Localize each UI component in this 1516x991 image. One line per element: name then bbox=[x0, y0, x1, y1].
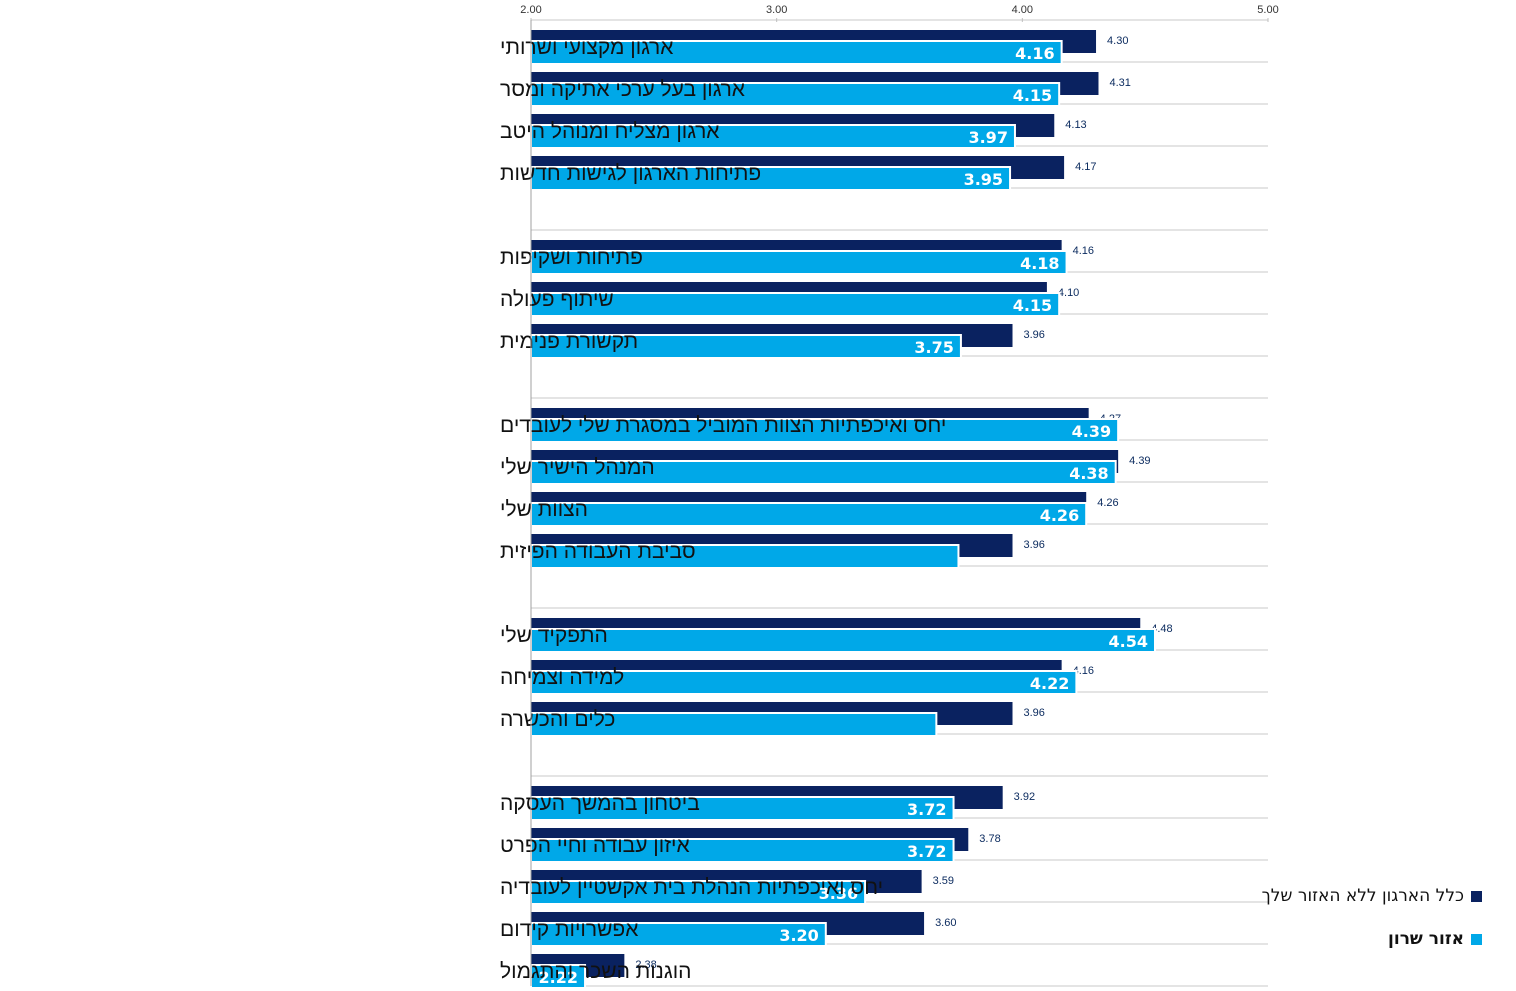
category-label: ארגון מקצועי ושרותי bbox=[500, 36, 673, 59]
category-labels: ארגון מקצועי ושרותי ארגון בעל ערכי אתיקה … bbox=[500, 36, 946, 983]
bar-light-label: 4.18 bbox=[1020, 254, 1059, 273]
category-label: פתיחות ושקיפות bbox=[500, 246, 643, 269]
bar-dark-label: 3.96 bbox=[1024, 329, 1045, 341]
x-tick-label: 5.00 bbox=[1257, 4, 1278, 16]
bar-light-label: 2.22 bbox=[539, 968, 578, 987]
category-label: ארגון בעל ערכי אתיקה ומסר bbox=[500, 78, 745, 101]
category-label: המנהל הישיר שלי bbox=[500, 456, 655, 479]
category-label: אפשרויות קידום bbox=[500, 918, 638, 941]
x-tick-label: 3.00 bbox=[766, 4, 787, 16]
x-tick-label: 2.00 bbox=[520, 4, 541, 16]
legend-label-dark: כלל הארגון ללא האזור שלך bbox=[1261, 886, 1464, 906]
legend-swatch-dark bbox=[1471, 890, 1482, 902]
bar-dark-label: 4.17 bbox=[1075, 161, 1096, 173]
bar-dark-label: 4.30 bbox=[1107, 35, 1128, 47]
category-label: הוגנות השכר והתגמול bbox=[500, 960, 692, 983]
bar-dark-label: 3.96 bbox=[1024, 707, 1045, 719]
bar-light-label: 4.16 bbox=[1015, 44, 1054, 63]
bar-dark-label: 2.38 bbox=[635, 959, 656, 971]
bar-light-label: 4.22 bbox=[1030, 674, 1069, 693]
legend-swatch-light bbox=[1471, 933, 1482, 945]
category-label: התפקיד שלי bbox=[500, 624, 608, 647]
bar-light bbox=[530, 628, 1156, 653]
bar-dark-label: 4.16 bbox=[1073, 665, 1094, 677]
bar-light-label: 3.72 bbox=[907, 842, 946, 861]
bar-light-label: 3.20 bbox=[779, 926, 818, 945]
legend-item-light: אזור שרון bbox=[1232, 928, 1482, 950]
bar-light-label: 4.15 bbox=[1013, 296, 1052, 315]
bar-light-label: 4.26 bbox=[1040, 506, 1079, 525]
bar-dark-label: 4.39 bbox=[1129, 455, 1150, 467]
x-axis-ticks: 2.00 3.00 4.00 5.00 bbox=[520, 4, 1279, 22]
bar-dark-label: 3.78 bbox=[979, 833, 1000, 845]
category-label: ביטחון בהמשך העסקה bbox=[500, 792, 700, 815]
bar-dark-label: 4.16 bbox=[1073, 245, 1094, 257]
bar-light-label: 3.75 bbox=[914, 338, 953, 357]
bar-light-label: 4.38 bbox=[1069, 464, 1108, 483]
bar-light-label: 3.97 bbox=[968, 128, 1007, 147]
bar-light bbox=[530, 502, 1088, 527]
bar-light-label: 3.72 bbox=[907, 800, 946, 819]
bar-dark-label: 4.10 bbox=[1058, 287, 1079, 299]
bar-light-label: 4.15 bbox=[1013, 86, 1052, 105]
bar-dark-label: 3.96 bbox=[1024, 539, 1045, 551]
legend-item-dark: כלל הארגון ללא האזור שלך bbox=[1232, 885, 1482, 907]
bars: 4.30 4.16 4.31 4.15 4.13 3.97 4.17 3.95 4.16 4.18… bbox=[530, 30, 1173, 989]
category-label: סביבת העבודה הפיזית bbox=[500, 540, 696, 563]
bar-dark-label: 3.59 bbox=[933, 875, 954, 887]
bar-light-label: 4.39 bbox=[1072, 422, 1111, 441]
bar-dark-label: 4.48 bbox=[1151, 623, 1172, 635]
bar-light-label: 4.54 bbox=[1109, 632, 1148, 651]
category-label: יחס ואיכפתיות הצוות המוביל במסגרת שלי לע… bbox=[500, 414, 946, 437]
legend: כלל הארגון ללא האזור שלך אזור שרון bbox=[1232, 885, 1482, 971]
x-tick-label: 4.00 bbox=[1012, 4, 1033, 16]
category-label: פתיחות הארגון לגישות חדשות bbox=[500, 162, 761, 185]
bar-light-label: 3.95 bbox=[964, 170, 1003, 189]
category-label: יחס ואיכפתיות הנהלת בית אקשטיין לעובדיה bbox=[500, 876, 883, 899]
bar-dark-label: 3.92 bbox=[1014, 791, 1035, 803]
category-label: שיתוף פעולה bbox=[500, 288, 614, 311]
bar-dark-label: 4.13 bbox=[1065, 119, 1086, 131]
bar-dark-label: 3.60 bbox=[935, 917, 956, 929]
category-label: למידה וצמיחה bbox=[500, 666, 624, 689]
bar-dark-label: 4.26 bbox=[1097, 497, 1118, 509]
category-label: כלים והכשרה bbox=[500, 708, 615, 731]
bar-light-label: 3.36 bbox=[819, 884, 858, 903]
category-label: הצוות שלי bbox=[500, 498, 588, 521]
category-label: איזון עבודה וחיי הפרט bbox=[500, 834, 690, 857]
category-label: תקשורת פנימית bbox=[500, 330, 638, 353]
bar-dark-label: 4.31 bbox=[1109, 77, 1130, 89]
legend-label-light: אזור שרון bbox=[1388, 929, 1464, 949]
category-label: ארגון מצליח ומנוהל היטב bbox=[500, 120, 720, 143]
